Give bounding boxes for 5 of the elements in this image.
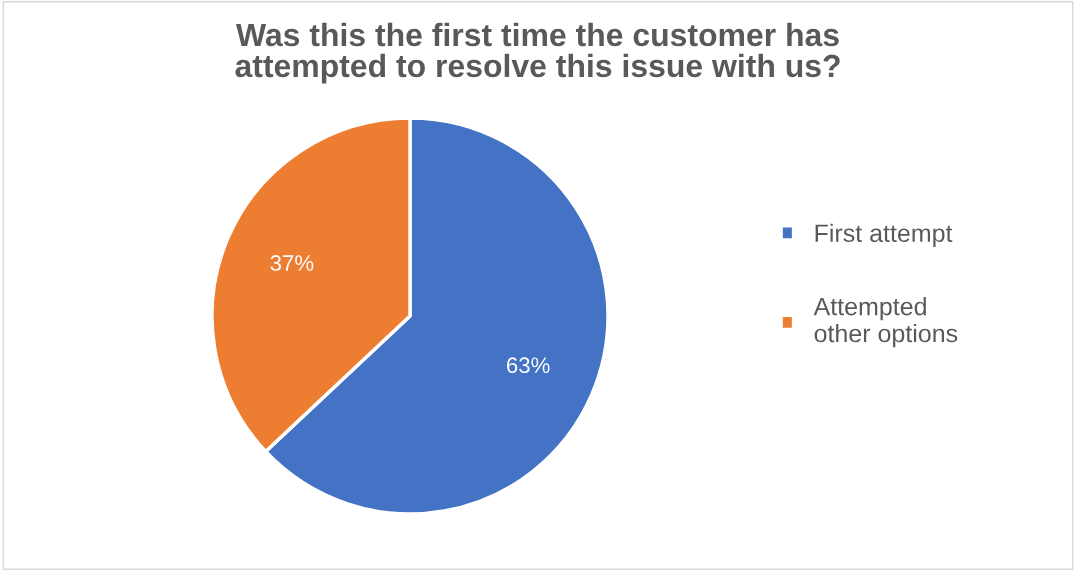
chart-title: Was this the first time the customer has attempted to resolve this issue with us? (235, 22, 840, 84)
data-label: 37% (270, 255, 314, 271)
legend-label: Attempted other options (813, 297, 958, 348)
data-label: 63% (507, 357, 550, 374)
legend-label: First attempt (815, 223, 953, 248)
